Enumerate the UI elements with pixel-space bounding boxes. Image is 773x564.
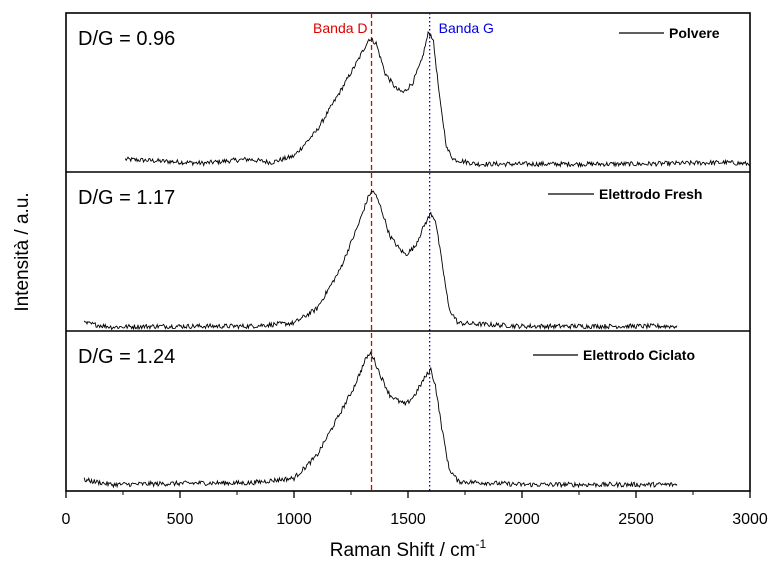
x-tick-label: 3000 xyxy=(732,511,768,528)
x-axis-title: Raman Shift / cm-1 xyxy=(330,537,487,561)
ratio-label-fresh: D/G = 1.17 xyxy=(78,187,175,209)
banda-d-label: Banda D xyxy=(313,20,367,36)
spectrum-line-ciclato xyxy=(83,351,678,489)
spectrum-line-polvere xyxy=(124,31,751,168)
x-tick-label: 2000 xyxy=(504,511,540,528)
x-tick-label: 500 xyxy=(167,511,194,528)
legend-label-polvere: Polvere xyxy=(669,25,720,41)
ratio-label-polvere: D/G = 0.96 xyxy=(78,28,175,50)
ratio-label-ciclato: D/G = 1.24 xyxy=(78,346,175,368)
legend-label-ciclato: Elettrodo Ciclato xyxy=(583,347,695,363)
x-tick-label: 2500 xyxy=(618,511,654,528)
legend-label-fresh: Elettrodo Fresh xyxy=(599,186,702,202)
spectrum-line-fresh xyxy=(83,190,678,331)
y-axis-title: Intensità / a.u. xyxy=(12,192,33,311)
x-tick-label: 1500 xyxy=(390,511,426,528)
x-tick-label: 0 xyxy=(62,511,71,528)
banda-g-label: Banda G xyxy=(439,20,494,36)
x-tick-label: 1000 xyxy=(276,511,312,528)
plot-frame xyxy=(65,12,751,492)
